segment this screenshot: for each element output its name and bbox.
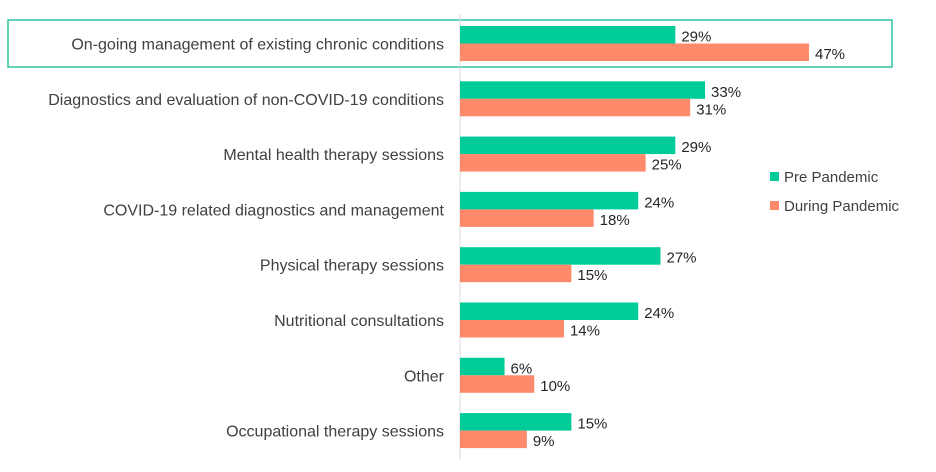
legend-label-during-pandemic: During Pandemic xyxy=(784,198,900,215)
value-label-during-pandemic-occupational-therapy-sessions: 9% xyxy=(533,433,555,450)
value-label-pre-pandemic-mental-health-therapy-sessions: 29% xyxy=(681,139,711,156)
category-label-other: Other xyxy=(404,368,445,385)
bar-during-pandemic-nutritional-consultations xyxy=(460,320,564,338)
value-label-during-pandemic-other: 10% xyxy=(540,378,570,395)
bar-during-pandemic-diagnostics-and-evaluation-of-non-covid-19-conditions xyxy=(460,98,691,117)
value-label-pre-pandemic-covid-19-related-diagnostics-and-management: 24% xyxy=(644,194,674,211)
legend: Pre Pandemic During Pandemic xyxy=(770,169,900,215)
bar-pre-pandemic-nutritional-consultations xyxy=(460,302,639,320)
bar-pre-pandemic-covid-19-related-diagnostics-and-management xyxy=(460,191,639,210)
labels-layer: On-going management of existing chronic … xyxy=(48,29,845,451)
value-label-pre-pandemic-other: 6% xyxy=(511,360,533,377)
bar-during-pandemic-covid-19-related-diagnostics-and-management xyxy=(460,209,594,227)
value-label-pre-pandemic-nutritional-consultations: 24% xyxy=(644,305,674,322)
category-label-diagnostics-and-evaluation-of-non-covid-19-conditions: Diagnostics and evaluation of non-COVID-… xyxy=(48,92,444,109)
category-label-physical-therapy-sessions: Physical therapy sessions xyxy=(260,258,444,275)
category-label-occupational-therapy-sessions: Occupational therapy sessions xyxy=(226,424,444,441)
value-label-during-pandemic-on-going-management-of-existing-chronic-conditions: 47% xyxy=(815,46,845,63)
bar-pre-pandemic-physical-therapy-sessions xyxy=(460,247,661,265)
value-label-during-pandemic-physical-therapy-sessions: 15% xyxy=(577,267,607,284)
legend-label-pre-pandemic: Pre Pandemic xyxy=(784,169,879,186)
bar-pre-pandemic-mental-health-therapy-sessions xyxy=(460,136,676,155)
bar-pre-pandemic-on-going-management-of-existing-chronic-conditions xyxy=(460,26,676,44)
legend-swatch-pre-pandemic xyxy=(770,172,779,181)
value-label-during-pandemic-covid-19-related-diagnostics-and-management: 18% xyxy=(600,212,630,229)
category-label-nutritional-consultations: Nutritional consultations xyxy=(274,313,444,330)
bar-during-pandemic-physical-therapy-sessions xyxy=(460,264,572,283)
value-label-pre-pandemic-on-going-management-of-existing-chronic-conditions: 29% xyxy=(681,29,711,46)
bars-layer xyxy=(460,26,809,449)
bar-during-pandemic-mental-health-therapy-sessions xyxy=(460,154,646,172)
value-label-pre-pandemic-diagnostics-and-evaluation-of-non-covid-19-conditions: 33% xyxy=(711,84,741,101)
category-label-covid-19-related-diagnostics-and-management: COVID-19 related diagnostics and managem… xyxy=(103,202,444,219)
bar-during-pandemic-on-going-management-of-existing-chronic-conditions xyxy=(460,43,809,61)
bar-pre-pandemic-diagnostics-and-evaluation-of-non-covid-19-conditions xyxy=(460,81,706,99)
bar-pre-pandemic-occupational-therapy-sessions xyxy=(460,413,572,431)
bar-during-pandemic-other xyxy=(460,375,535,393)
value-label-pre-pandemic-physical-therapy-sessions: 27% xyxy=(666,250,696,267)
value-label-pre-pandemic-occupational-therapy-sessions: 15% xyxy=(577,416,607,433)
category-label-mental-health-therapy-sessions: Mental health therapy sessions xyxy=(223,147,444,164)
bar-pre-pandemic-other xyxy=(460,357,505,376)
bar-during-pandemic-occupational-therapy-sessions xyxy=(460,430,527,449)
highlight-layer xyxy=(7,19,893,68)
value-label-during-pandemic-diagnostics-and-evaluation-of-non-covid-19-conditions: 31% xyxy=(696,101,726,118)
value-label-during-pandemic-nutritional-consultations: 14% xyxy=(570,323,600,340)
legend-swatch-during-pandemic xyxy=(770,201,779,210)
highlight-box xyxy=(7,19,893,68)
value-label-during-pandemic-mental-health-therapy-sessions: 25% xyxy=(652,157,682,174)
category-label-on-going-management-of-existing-chronic-conditions: On-going management of existing chronic … xyxy=(71,37,444,54)
